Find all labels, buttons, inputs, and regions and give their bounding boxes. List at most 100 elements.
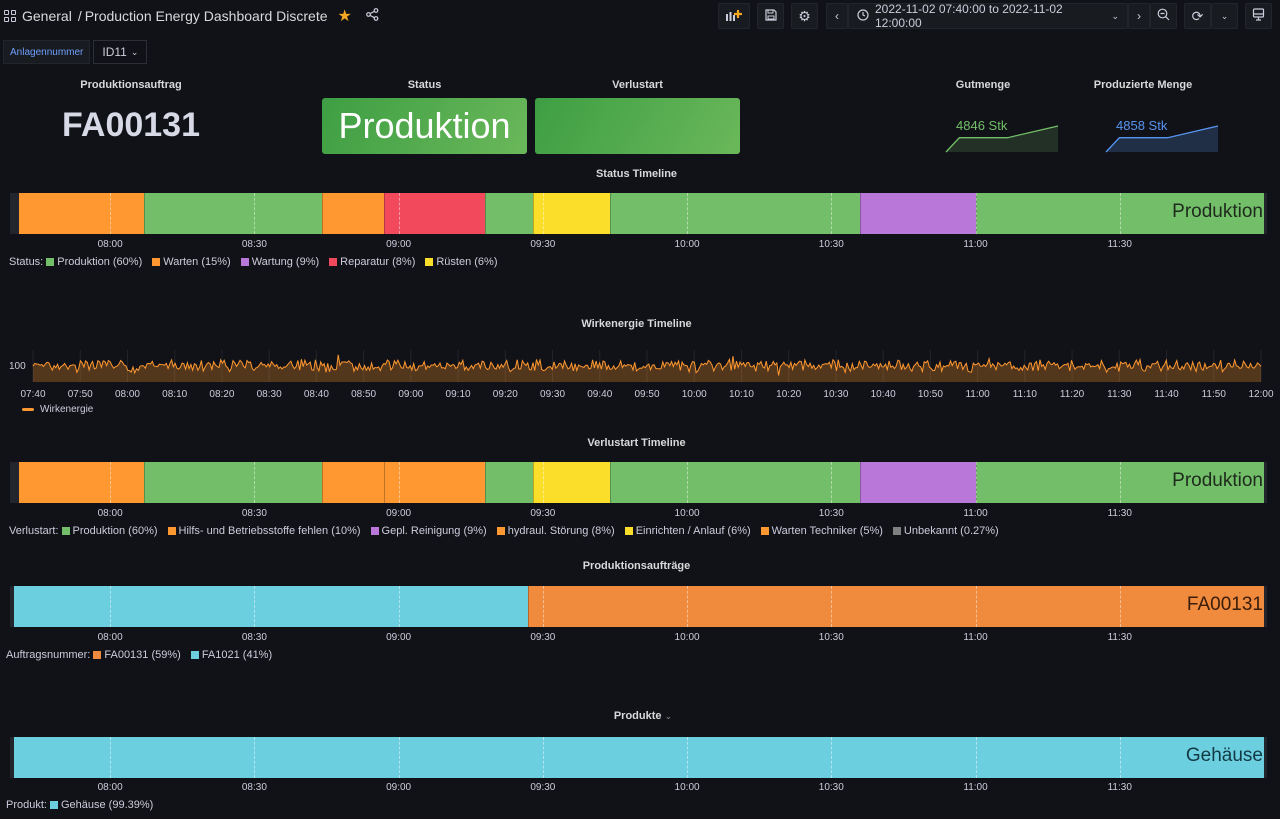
legend-label: Hilfs- und Betriebsstoffe fehlen (10%) — [178, 525, 361, 537]
legend-swatch — [46, 258, 55, 266]
legend-label: Unbekannt (0.27%) — [903, 525, 999, 537]
time-back-button[interactable]: ‹ — [826, 3, 848, 29]
x-tick-label: 10:10 — [729, 389, 754, 400]
timeline-segment[interactable] — [528, 586, 1264, 627]
legend-label: FA1021 (41%) — [201, 649, 273, 661]
status-stat: Produktion — [322, 98, 527, 154]
x-tick-label: 10:00 — [674, 508, 700, 519]
grid-line — [254, 586, 256, 627]
timeline-segment[interactable] — [384, 193, 486, 234]
legend-item[interactable]: Produktion (60%) — [46, 256, 142, 268]
settings-button[interactable]: ⚙ — [791, 3, 818, 29]
x-tick-label: 08:30 — [257, 389, 282, 400]
top-bar: General / Production Energy Dashboard Di… — [0, 0, 1280, 32]
time-forward-button[interactable]: › — [1128, 3, 1150, 29]
timeline-segment[interactable] — [533, 462, 611, 503]
timeline-segment[interactable] — [485, 193, 534, 234]
legend-item[interactable]: Rüsten (6%) — [425, 256, 498, 268]
legend-item[interactable]: FA00131 (59%) — [93, 649, 181, 661]
apps-icon[interactable] — [4, 10, 16, 22]
share-icon[interactable] — [365, 8, 379, 24]
legend-item[interactable]: Wirkenergie — [22, 404, 93, 415]
legend-swatch — [760, 527, 769, 535]
legend-swatch — [496, 527, 505, 535]
add-panel-button[interactable] — [718, 3, 750, 29]
x-tick-label: 11:00 — [963, 782, 988, 793]
timeline-segment[interactable] — [485, 462, 534, 503]
timeline-segment[interactable] — [860, 193, 976, 234]
tv-mode-button[interactable] — [1245, 3, 1272, 29]
legend-item[interactable]: Gepl. Reinigung (9%) — [370, 525, 487, 537]
produkte-timeline-chart[interactable]: Gehäuse — [10, 737, 1267, 778]
legend-prefix: Auftragsnummer: — [6, 649, 91, 661]
grid-line — [254, 737, 256, 778]
legend-label: Wartung (9%) — [251, 256, 320, 268]
legend-item[interactable]: Produktion (60%) — [61, 525, 158, 537]
timeline-segment[interactable] — [18, 462, 144, 503]
wirkenergie-line — [32, 354, 1262, 376]
time-range-picker[interactable]: 2022-11-02 07:40:00 to 2022-11-02 12:00:… — [848, 2, 1128, 30]
status-timeline-chart[interactable]: Produktion — [10, 193, 1267, 234]
status-timeline-legend: Status: Produktion (60%) Warten (15%) Wartu… — [9, 256, 498, 268]
refresh-interval-dropdown[interactable]: ⌄ — [1211, 3, 1238, 29]
x-tick-label: 09:30 — [530, 782, 556, 793]
breadcrumb-folder[interactable]: General — [22, 8, 72, 24]
grid-line — [1119, 462, 1121, 503]
chevron-right-icon: › — [1137, 9, 1141, 23]
star-icon[interactable]: ★ — [337, 8, 352, 25]
timeline-segment[interactable] — [610, 462, 861, 503]
legend-item[interactable]: Reparatur (8%) — [329, 256, 415, 268]
chevron-down-icon: ⌄ — [130, 46, 139, 57]
legend-swatch — [190, 651, 199, 659]
dashboard-title[interactable]: Production Energy Dashboard Discrete — [84, 8, 328, 24]
wirkenergie-chart[interactable]: 100 07:40 07:50 08:00 08:10 08:20 08:30 08:40 0… — [0, 335, 1280, 415]
grid-line — [687, 737, 689, 778]
timeline-segment[interactable] — [14, 586, 529, 627]
timeline-segment[interactable] — [321, 462, 385, 503]
save-button[interactable] — [757, 3, 784, 29]
verlustart-timeline-chart[interactable]: Produktion — [10, 462, 1267, 503]
legend-label: Warten (15%) — [163, 256, 231, 268]
x-tick-label: 08:30 — [241, 508, 267, 519]
timeline-segment[interactable] — [143, 193, 322, 234]
legend-item[interactable]: Unbekannt (0.27%) — [892, 525, 999, 537]
x-tick-label: 09:30 — [530, 632, 556, 643]
timeline-segment[interactable] — [321, 193, 385, 234]
chevron-down-icon: ⌄ — [1111, 10, 1119, 21]
legend-label: Gehäuse (99.39%) — [60, 799, 154, 811]
x-tick-label: 10:00 — [674, 782, 700, 793]
timeline-segment[interactable] — [143, 462, 322, 503]
timeline-segment[interactable] — [975, 462, 1264, 503]
panel-title-produkte[interactable]: Produkte ⌄ — [0, 710, 1280, 722]
legend-item[interactable]: Einrichten / Anlauf (6%) — [624, 525, 751, 537]
wirkenergie-grid — [32, 350, 1262, 382]
timeline-segment[interactable] — [18, 193, 144, 234]
gutmenge-sparkline — [945, 125, 1059, 153]
variable-select[interactable]: ID11 ⌄ — [93, 40, 148, 64]
legend-item[interactable]: hydraul. Störung (8%) — [496, 525, 615, 537]
chevron-down-icon: ⌄ — [664, 711, 673, 721]
timeline-segment[interactable] — [860, 462, 976, 503]
legend-item[interactable]: Hilfs- und Betriebsstoffe fehlen (10%) — [167, 525, 361, 537]
x-tick-label: 07:50 — [68, 389, 93, 400]
legend-item[interactable]: Wartung (9%) — [240, 256, 320, 268]
x-tick-label: 09:10 — [446, 389, 471, 400]
x-tick-label: 11:00 — [963, 508, 988, 519]
legend-item[interactable]: FA1021 (41%) — [190, 649, 273, 661]
x-tick-label: 11:00 — [963, 632, 988, 643]
zoom-out-button[interactable] — [1150, 3, 1177, 29]
produktionsauftraege-timeline-chart[interactable]: FA00131 — [10, 586, 1267, 627]
grid-line — [110, 462, 112, 503]
timeline-segment[interactable] — [384, 462, 486, 503]
legend-item[interactable]: Gehäuse (99.39%) — [49, 799, 154, 811]
timeline-segment[interactable] — [610, 193, 861, 234]
timeline-segment[interactable] — [14, 737, 1264, 778]
timeline-segment[interactable] — [975, 193, 1264, 234]
legend-item[interactable]: Warten (15%) — [152, 256, 231, 268]
timeline-segment[interactable] — [533, 193, 611, 234]
legend-item[interactable]: Warten Techniker (5%) — [760, 525, 883, 537]
panel-title-status-timeline: Status Timeline — [595, 168, 678, 180]
x-tick-label: 09:00 — [386, 508, 412, 519]
refresh-icon: ⟳ — [1191, 7, 1204, 24]
refresh-button[interactable]: ⟳ — [1184, 3, 1211, 29]
